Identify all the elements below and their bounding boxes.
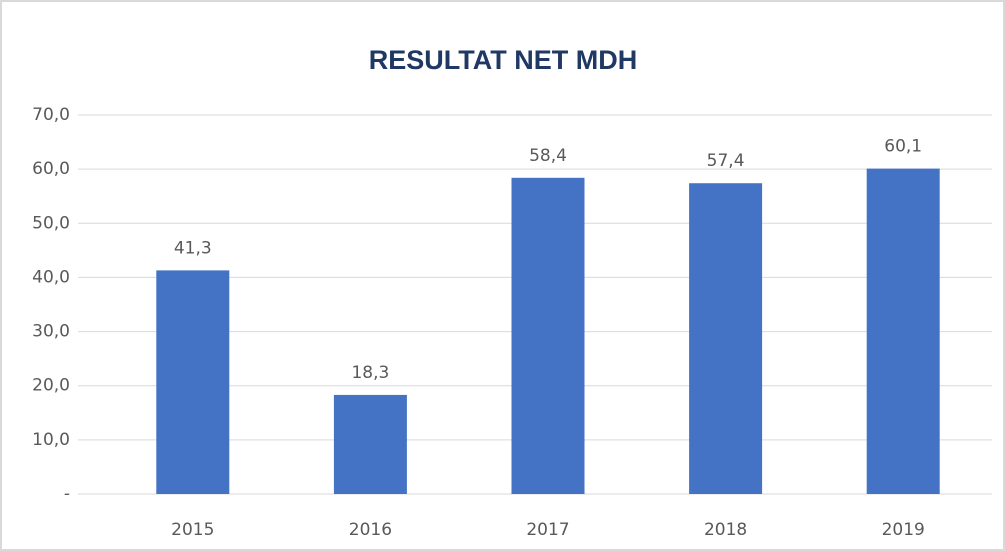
- data-label: 60,1: [884, 137, 922, 157]
- y-tick-label: -: [64, 484, 70, 504]
- y-tick-label: 40,0: [32, 267, 70, 287]
- x-tick-label: 2016: [349, 520, 392, 540]
- y-tick-label: 60,0: [32, 159, 70, 179]
- data-label: 41,3: [174, 238, 212, 258]
- bar: [156, 270, 230, 494]
- y-tick-label: 70,0: [32, 105, 70, 125]
- y-tick-label: 30,0: [32, 322, 70, 342]
- bar: [333, 394, 407, 494]
- data-label: 18,3: [351, 363, 389, 383]
- y-tick-label: 50,0: [32, 213, 70, 233]
- x-tick-label: 2018: [704, 520, 747, 540]
- x-tick-label: 2017: [526, 520, 569, 540]
- chart-title: RESULTAT NET MDH: [369, 45, 637, 75]
- bar: [689, 183, 763, 494]
- y-tick-label: 20,0: [32, 376, 70, 396]
- data-label: 58,4: [529, 146, 567, 166]
- bar: [511, 177, 585, 494]
- data-label: 57,4: [707, 151, 745, 171]
- x-tick-label: 2015: [171, 520, 214, 540]
- y-tick-label: 10,0: [32, 430, 70, 450]
- x-tick-label: 2019: [882, 520, 925, 540]
- bar: [866, 168, 940, 494]
